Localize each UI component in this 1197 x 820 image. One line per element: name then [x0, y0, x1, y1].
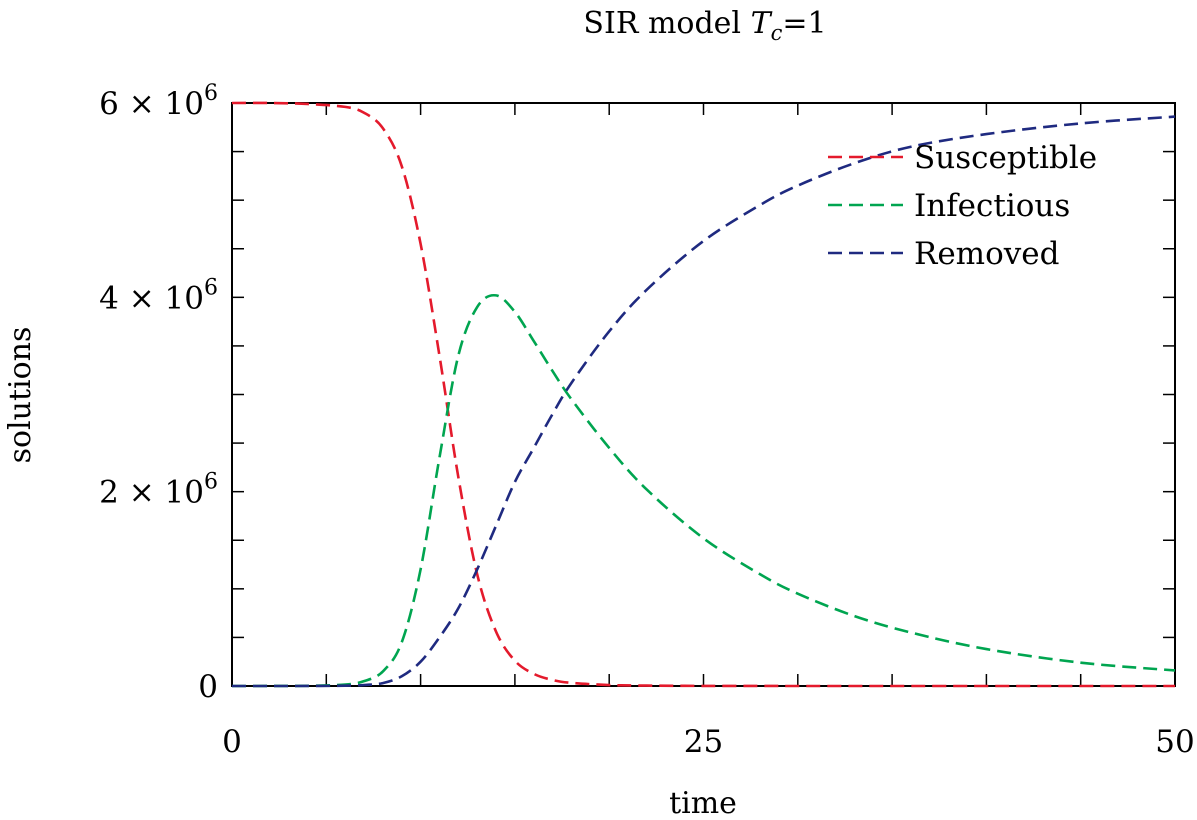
- x-tick-label: 0: [222, 724, 242, 760]
- x-tick-label: 50: [1155, 724, 1194, 760]
- x-ticks: 0 25 50: [222, 103, 1195, 760]
- x-tick-label: 25: [684, 724, 723, 760]
- legend-label: Infectious: [914, 188, 1070, 224]
- series-lines: [231, 101, 1176, 688]
- y-tick-label: 6 × 106: [99, 81, 218, 122]
- y-tick-label: 4 × 106: [99, 275, 218, 316]
- y-tick-label: 2 × 106: [99, 470, 218, 511]
- y-axis-label: solutions: [3, 327, 38, 464]
- legend: Susceptible Infectious Removed: [828, 140, 1097, 272]
- legend-label: Removed: [914, 236, 1059, 272]
- y-tick-label: 0: [198, 669, 218, 705]
- series-line-infectious: [231, 293, 1176, 688]
- series-line-susceptible: [231, 101, 1175, 688]
- series-line-removed: [232, 115, 1176, 688]
- chart-title: SIR model Tc=1: [583, 6, 826, 45]
- y-ticks: 0 2 × 106 4 × 106 6 × 106: [99, 81, 1175, 705]
- x-axis-label: time: [669, 786, 737, 820]
- legend-label: Susceptible: [914, 140, 1097, 176]
